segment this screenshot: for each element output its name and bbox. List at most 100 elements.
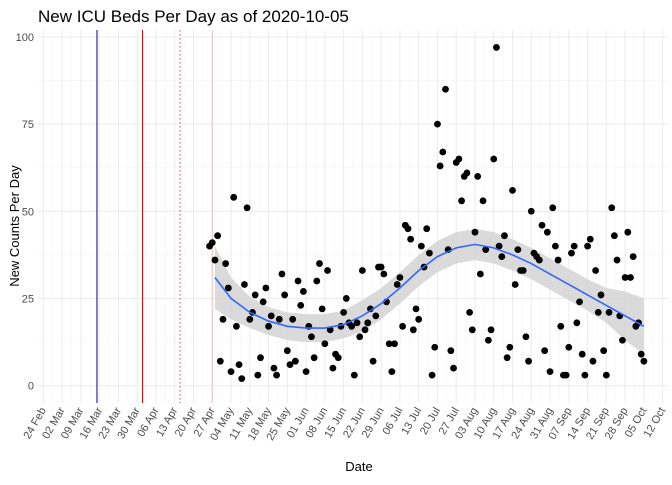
data-point [273,371,280,379]
data-point [310,354,318,362]
data-point [356,333,364,341]
data-point [471,228,479,236]
smooth-line-layer [214,243,645,329]
data-point [576,298,583,306]
data-point [291,357,299,365]
data-point [297,301,305,309]
data-point [458,197,465,205]
data-point [484,336,492,344]
data-point [447,347,455,355]
data-points [206,44,648,382]
y-tick-label: 0 [28,381,34,393]
data-point [388,368,396,376]
data-point [442,85,449,93]
y-tick-label: 50 [22,206,34,218]
data-point [455,155,463,163]
data-point [570,242,578,250]
data-point [364,319,372,327]
data-point [493,44,500,51]
data-point [216,357,224,365]
data-point [549,204,557,212]
x-axis-title: Date [345,459,372,474]
data-point [243,204,251,212]
data-point [482,246,490,254]
data-point [538,221,546,229]
data-point [436,162,444,170]
data-point [222,260,230,267]
data-point [573,319,581,327]
data-point [584,242,591,250]
data-point [227,368,235,376]
data-point [479,197,487,205]
data-point [412,305,420,313]
smooth-line [214,243,645,329]
data-point [219,315,227,323]
data-point [350,371,358,379]
data-point [597,291,605,299]
data-point [267,312,275,320]
data-point [600,347,608,355]
confidence-band [214,228,644,355]
reference-lines [96,30,213,403]
data-point [380,270,388,278]
data-point [246,315,254,323]
data-point [501,232,508,240]
data-point [281,291,289,299]
data-point [543,228,551,236]
data-point [450,364,457,372]
data-point [367,305,374,313]
data-point [546,368,554,376]
data-point [621,274,629,281]
data-point [393,281,401,288]
data-point [605,308,613,316]
data-point [423,225,431,233]
confidence-band-layer [214,228,644,355]
data-point [586,235,594,243]
data-point [286,361,294,369]
data-point [468,326,476,334]
data-point [407,235,415,243]
data-point [224,284,232,292]
data-point [503,354,511,362]
data-point [238,375,246,382]
data-point [495,242,503,250]
data-point [431,343,439,351]
data-point [511,281,519,288]
y-tick-label: 75 [22,119,34,131]
y-tick-label: 25 [22,293,34,305]
data-point [404,225,412,233]
data-point [208,239,216,247]
data-point [514,246,522,254]
data-point [541,347,549,355]
data-point [342,295,350,302]
data-point [474,173,482,180]
data-point [283,347,291,355]
data-point [294,277,302,285]
data-point [629,253,637,260]
data-point [578,350,586,358]
data-point [257,354,264,362]
data-point [552,242,559,250]
data-point [318,305,326,313]
data-point [640,357,648,365]
data-point [396,274,404,281]
data-point [324,267,331,274]
data-point [527,207,535,215]
data-point [522,333,530,341]
data-point [372,312,380,320]
data-point [300,288,307,295]
data-point [348,322,356,330]
data-point [409,326,417,334]
data-point [426,249,433,257]
data-point [613,256,621,264]
chart-title: New ICU Beds Per Day as of 2020-10-05 [38,7,349,26]
data-point [353,319,361,327]
data-point [509,186,516,194]
data-point [417,242,425,250]
data-point [275,315,283,323]
data-point [525,357,532,365]
data-point [321,340,329,348]
data-point [498,253,506,260]
data-point [232,322,240,330]
